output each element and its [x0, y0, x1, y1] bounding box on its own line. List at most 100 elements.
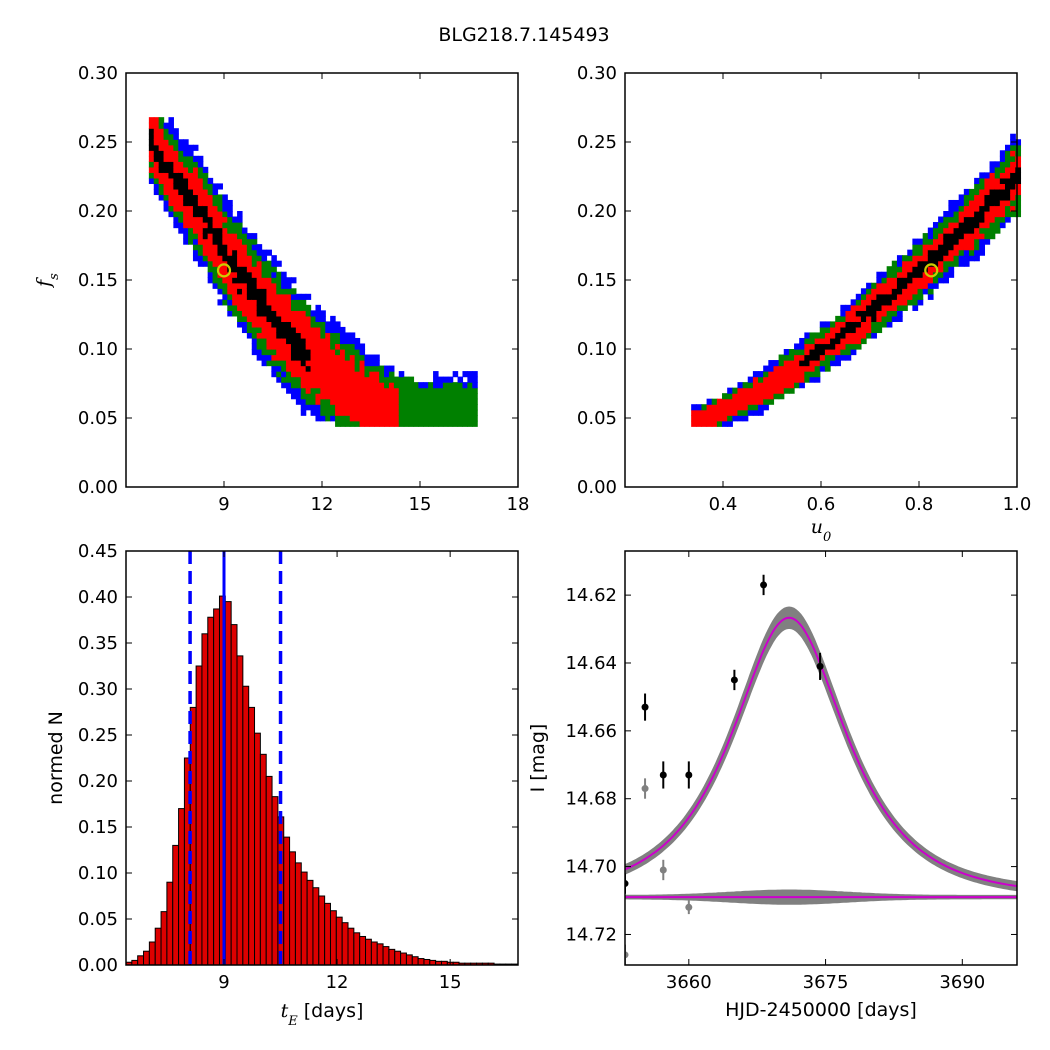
heatmap-cell — [403, 393, 410, 400]
heatmap-cell — [349, 365, 356, 372]
heatmap-cell — [384, 420, 390, 427]
heatmap-cell — [217, 288, 223, 295]
heatmap-cell — [886, 293, 893, 300]
heatmap-cell — [335, 321, 341, 328]
heatmap-cell — [943, 249, 949, 256]
heatmap-cell — [374, 387, 380, 394]
heatmap-cell — [881, 293, 888, 300]
heatmap-cell — [241, 249, 248, 256]
heatmap-cell — [408, 382, 415, 389]
heatmap-cell — [325, 371, 331, 378]
heatmap-cell — [1010, 166, 1016, 173]
heatmap-cell — [778, 393, 785, 400]
heatmap-cell — [398, 409, 405, 416]
heatmap-cell — [384, 365, 390, 372]
heatmap-cell — [271, 326, 277, 334]
heatmap-cell — [325, 360, 331, 367]
heatmap-cell — [335, 382, 341, 389]
heatmap-cell — [241, 310, 248, 317]
heatmap-cell — [276, 282, 282, 289]
histogram-bar — [254, 732, 261, 966]
heatmap-cell — [845, 315, 852, 322]
heatmap-cell — [1004, 177, 1011, 184]
heatmap-cell — [783, 360, 790, 367]
heatmap-cell — [183, 238, 189, 245]
heatmap-cell — [891, 299, 898, 306]
heatmap-cell — [168, 161, 174, 168]
heatmap-cell — [917, 277, 924, 284]
heatmap-cell — [804, 349, 811, 356]
heatmap-cell — [315, 360, 321, 367]
heatmap-cell — [251, 238, 258, 245]
heatmap-cell — [1004, 199, 1011, 207]
heatmap-cell — [773, 382, 780, 389]
heatmap-cell — [927, 271, 934, 278]
heatmap-cell — [349, 349, 356, 356]
heatmap-cell — [286, 354, 292, 361]
heatmap-cell — [433, 393, 439, 400]
heatmap-cell — [168, 177, 174, 184]
heatmap-cell — [364, 360, 370, 367]
heatmap-cell — [300, 326, 307, 334]
heatmap-cell — [178, 155, 184, 162]
heatmap-cell — [315, 415, 321, 422]
heatmap-cell — [295, 310, 302, 317]
histogram-bar — [324, 902, 331, 966]
heatmap-cell — [457, 398, 464, 405]
heatmap-cell — [295, 398, 302, 405]
heatmap-cell — [727, 398, 733, 405]
heatmap-cell — [148, 144, 155, 151]
heatmap-cell — [290, 288, 297, 295]
heatmap-cell — [388, 393, 395, 400]
heatmap-cell — [413, 387, 419, 394]
heatmap-cell — [192, 233, 199, 240]
histogram-bar — [213, 608, 220, 966]
heatmap-cell — [433, 415, 439, 422]
y-tick-label: 14.68 — [565, 789, 617, 810]
heatmap-cell — [315, 398, 321, 405]
heatmap-cell — [922, 255, 929, 262]
heatmap-cell — [938, 216, 944, 223]
histogram-bar — [306, 879, 314, 966]
heatmap-cell — [148, 150, 155, 157]
heatmap-cell — [418, 415, 424, 422]
heatmap-cell — [866, 315, 872, 322]
heatmap-cell — [840, 321, 847, 328]
heatmap-cell — [369, 354, 375, 361]
heatmap-cell — [423, 387, 429, 394]
heatmap-cell — [384, 404, 390, 411]
heatmap-cell — [369, 398, 375, 405]
histogram-bar — [300, 871, 308, 966]
heatmap-cell — [168, 211, 174, 218]
heatmap-cell — [241, 238, 248, 245]
heatmap-cell — [163, 128, 170, 135]
heatmap-cell — [722, 409, 728, 416]
heatmap-cell — [310, 360, 317, 367]
heatmap-cell — [261, 293, 268, 300]
heatmap-cell — [442, 382, 449, 389]
heatmap-cell — [344, 398, 351, 405]
heatmap-cell — [840, 354, 847, 361]
heatmap-cell — [845, 310, 852, 317]
histogram-bar — [160, 911, 168, 966]
heatmap-cell — [202, 233, 209, 240]
heatmap-cell — [922, 288, 929, 295]
heatmap-cell — [398, 420, 405, 427]
heatmap-cell — [727, 420, 733, 427]
heatmap-cell — [696, 415, 703, 422]
heatmap-cell — [251, 310, 258, 317]
heatmap-cell — [158, 139, 165, 146]
heatmap-cell — [768, 398, 775, 405]
heatmap-cell — [295, 337, 302, 345]
heatmap-cell — [227, 304, 233, 311]
heatmap-cell — [354, 376, 361, 383]
heatmap-cell — [809, 371, 816, 378]
heatmap-cell — [379, 371, 385, 378]
heatmap-cell — [943, 216, 949, 223]
heatmap-cell — [968, 238, 975, 245]
heatmap-cell — [1010, 199, 1016, 207]
heatmap-cell — [295, 293, 302, 300]
heatmap-cell — [907, 299, 913, 306]
heatmap-cell — [281, 288, 287, 295]
heatmap-cell — [286, 387, 292, 394]
